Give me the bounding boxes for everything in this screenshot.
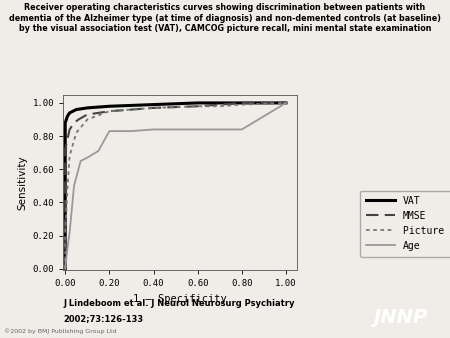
Legend: VAT, MMSE, Picture reca, Age: VAT, MMSE, Picture reca, Age [360,191,450,257]
Y-axis label: Sensitivity: Sensitivity [17,155,27,210]
Text: ©2002 by BMJ Publishing Group Ltd: ©2002 by BMJ Publishing Group Ltd [4,328,117,334]
Text: 2002;73:126-133: 2002;73:126-133 [63,314,143,323]
Text: J Lindeboom et al. J Neurol Neurosurg Psychiatry: J Lindeboom et al. J Neurol Neurosurg Ps… [63,299,294,308]
Text: Receiver operating characteristics curves showing discrimination between patient: Receiver operating characteristics curve… [9,3,441,33]
Text: JNNP: JNNP [374,308,428,327]
X-axis label: 1 – Specificity: 1 – Specificity [133,294,227,304]
